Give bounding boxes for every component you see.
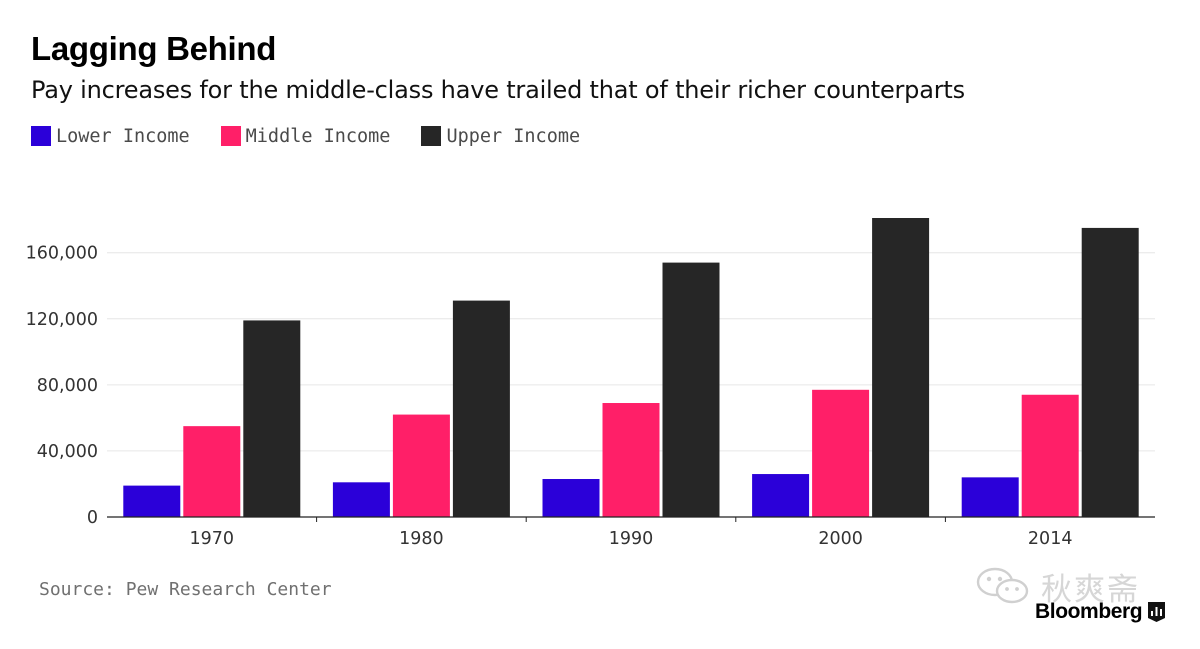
legend-item-middle-income: Middle Income xyxy=(220,125,391,147)
x-tick-label: 1970 xyxy=(190,529,235,549)
x-tick-label: 1980 xyxy=(399,529,444,549)
legend-item-lower-income: Lower Income xyxy=(31,126,190,147)
bar-middle-income xyxy=(812,389,870,517)
legend-swatch-upper-income xyxy=(421,126,442,146)
chart-title: Lagging Behind xyxy=(31,30,277,67)
brand-logo: Bloomberg xyxy=(1035,598,1166,626)
bar-upper-income xyxy=(452,300,510,517)
bar-upper-income xyxy=(872,218,930,517)
bar-middle-income xyxy=(1021,394,1079,517)
y-tick-label: 40,000 xyxy=(37,442,98,462)
brand-name: Bloomberg xyxy=(1035,600,1143,623)
bar-middle-income xyxy=(183,426,241,517)
bar-lower-income xyxy=(542,479,600,517)
watermark: 秋爽斋 xyxy=(975,566,1165,608)
bar-lower-income xyxy=(752,474,810,517)
bar-upper-income xyxy=(243,320,301,517)
legend-label-middle-income: Middle Income xyxy=(245,125,391,147)
x-tick-label: 2000 xyxy=(818,529,863,549)
legend-swatch-middle-income xyxy=(220,126,241,146)
bar-upper-income xyxy=(662,262,720,517)
legend: Lower Income Middle Income Upper Income xyxy=(31,123,611,149)
bar-middle-income xyxy=(392,414,450,517)
y-tick-label: 80,000 xyxy=(37,376,98,396)
source-note: Source: Pew Research Center xyxy=(39,579,332,600)
watermark-text: 秋爽斋 xyxy=(1041,571,1140,608)
legend-label-upper-income: Upper Income xyxy=(446,125,581,147)
chart-subtitle: Pay increases for the middle-class have … xyxy=(31,76,965,104)
y-tick-label: 0 xyxy=(87,508,98,528)
bloomberg-chart-icon xyxy=(1148,602,1166,622)
bar-lower-income xyxy=(332,482,390,517)
bar-lower-income xyxy=(961,477,1019,517)
bar-middle-income xyxy=(602,403,660,517)
y-tick-label: 160,000 xyxy=(26,244,98,264)
legend-swatch-lower-income xyxy=(31,126,51,146)
x-tick-label: 1990 xyxy=(609,529,654,549)
legend-label-lower-income: Lower Income xyxy=(56,125,190,147)
bar-upper-income xyxy=(1081,227,1139,517)
legend-item-upper-income: Upper Income xyxy=(421,126,580,147)
wechat-icon xyxy=(976,567,1029,604)
y-tick-label: 120,000 xyxy=(26,310,98,330)
bar-lower-income xyxy=(123,485,181,517)
x-tick-label: 2014 xyxy=(1028,529,1073,549)
